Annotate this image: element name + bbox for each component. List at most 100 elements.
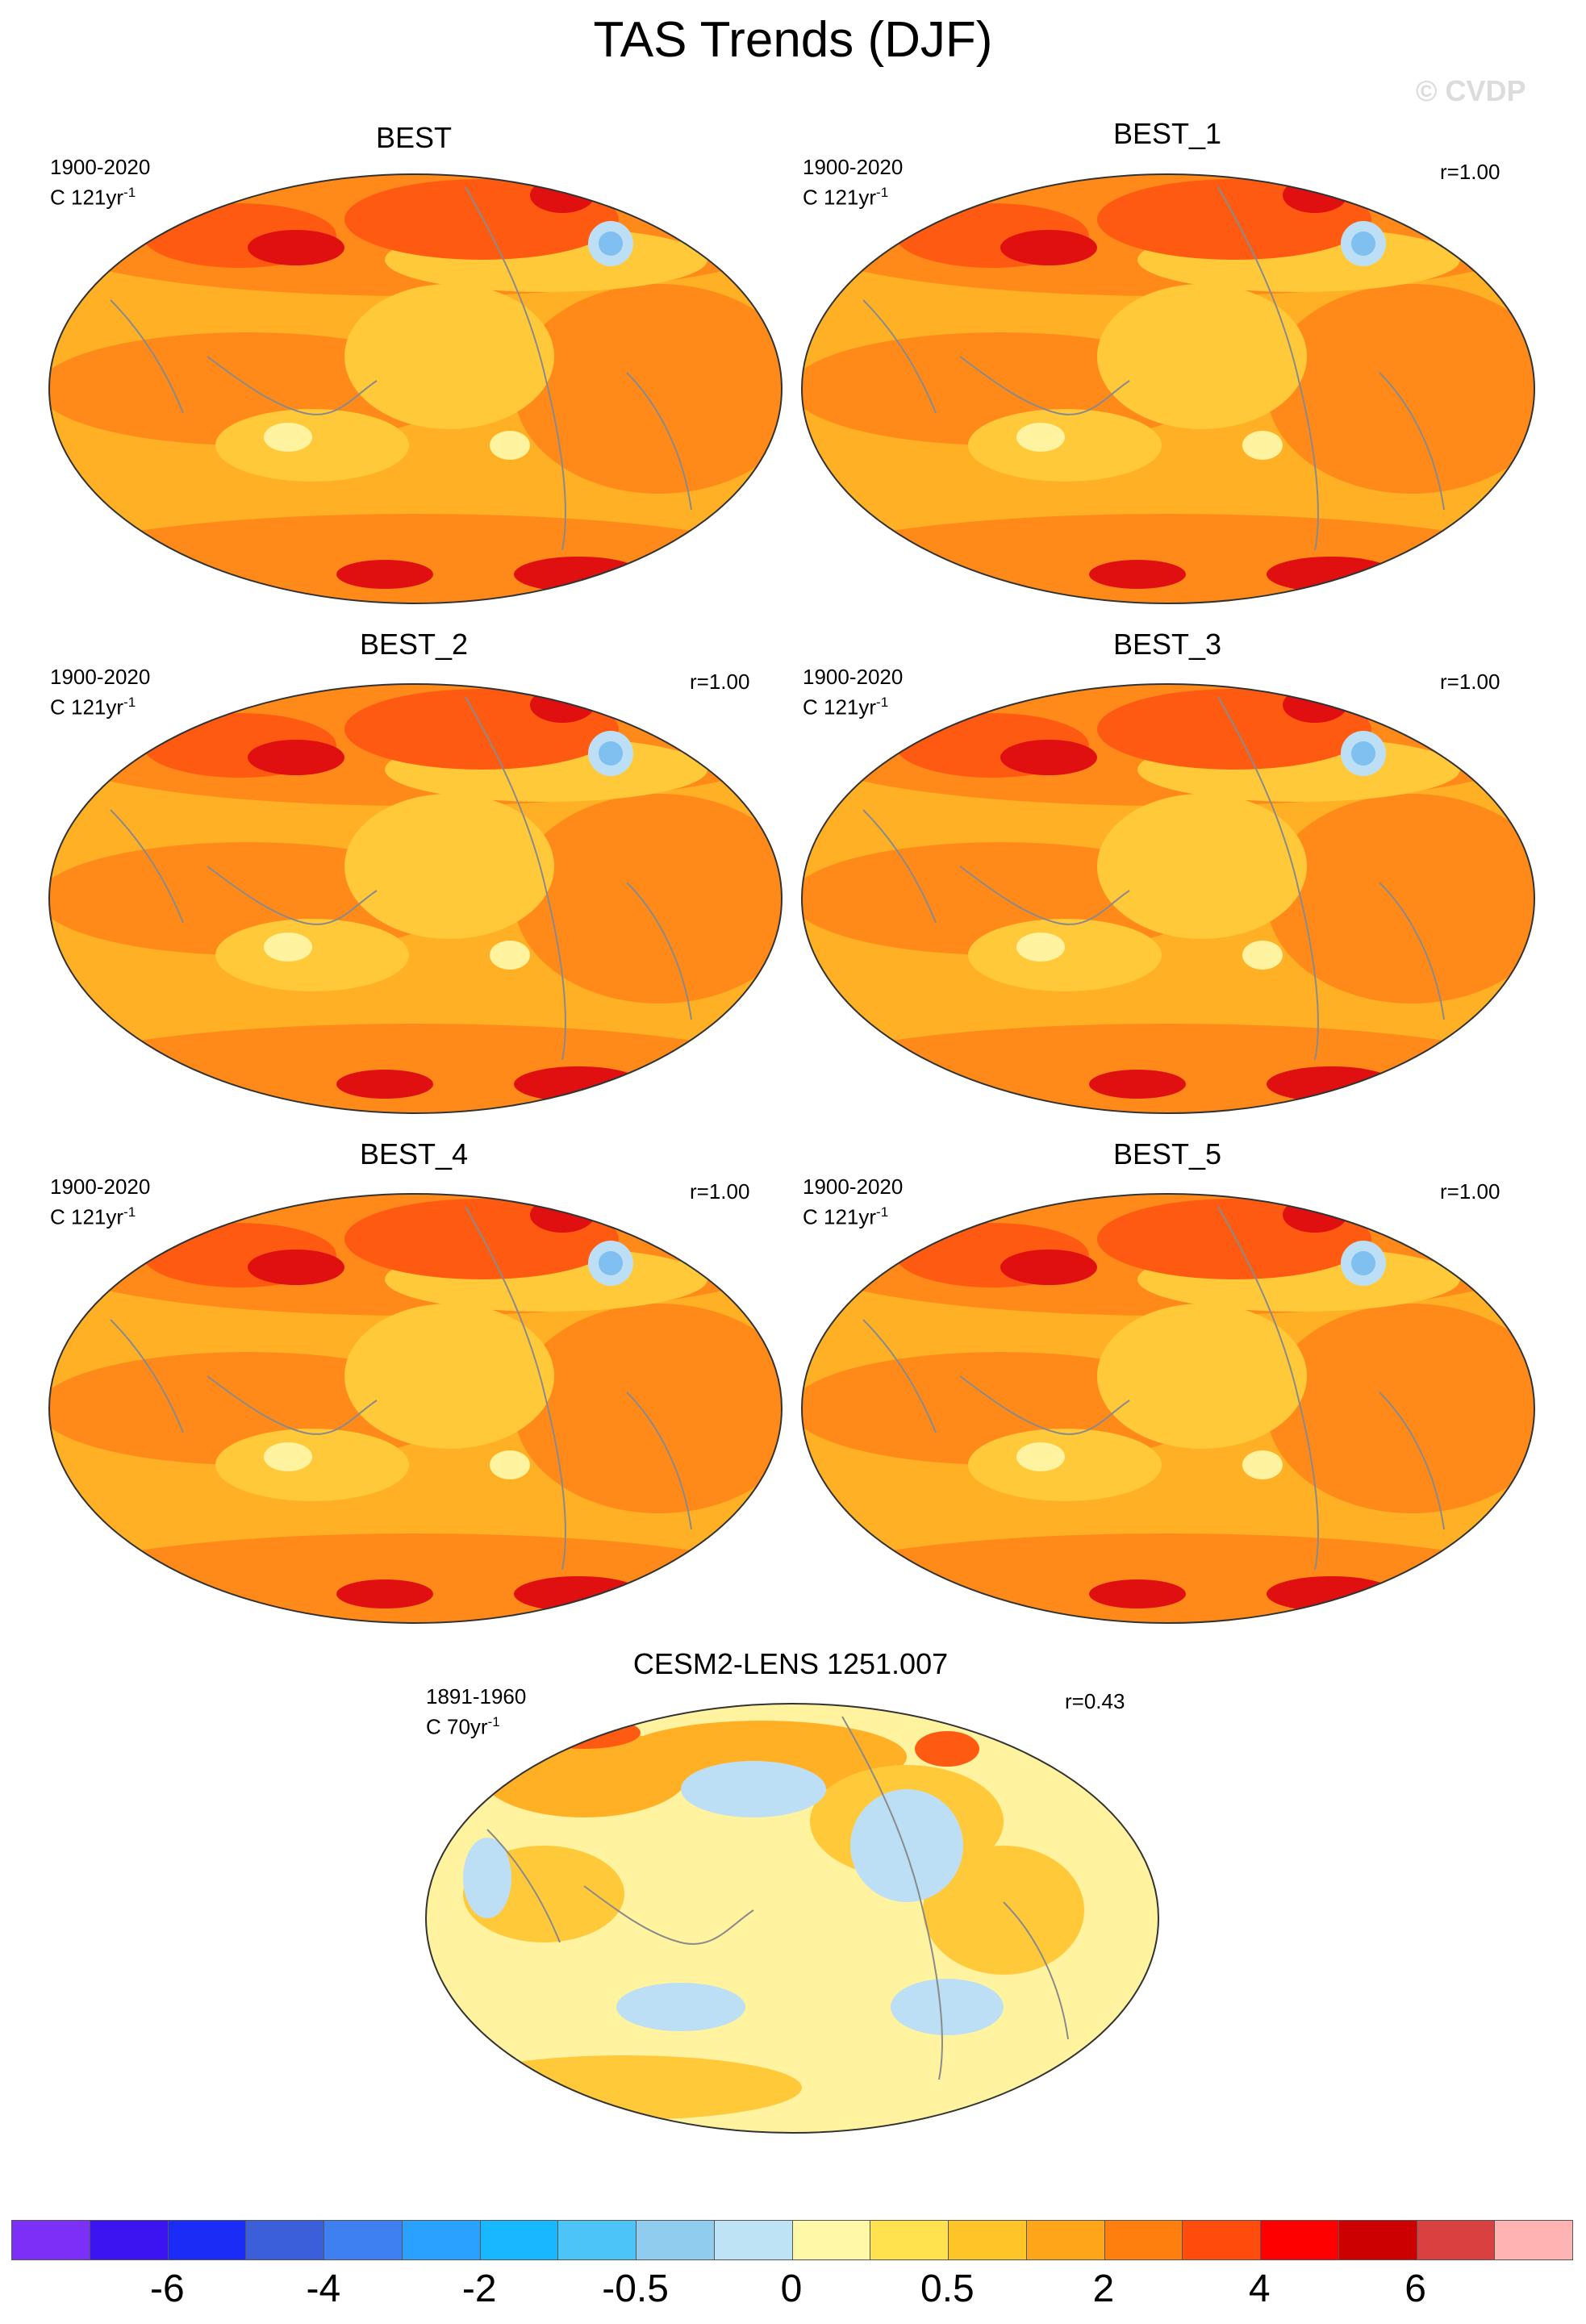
warm-region-east — [514, 284, 782, 494]
mild-region-tropical — [968, 1429, 1162, 1501]
map-outline — [48, 683, 783, 1114]
extreme-spot-arctic — [530, 687, 595, 723]
pale-spot — [264, 933, 312, 962]
coastline — [959, 356, 1130, 415]
mild-region-pacific — [344, 794, 554, 939]
period-label: 1900-2020 — [50, 155, 151, 179]
cold-spot-north-atlantic — [1351, 1251, 1375, 1275]
coastline — [1379, 372, 1445, 511]
panel-info-best: 1900-2020 C 121yr-1 — [50, 155, 150, 211]
colorbar-box — [480, 2221, 559, 2259]
cool-region-south-atlantic — [891, 1979, 1004, 2035]
mild-region-east — [923, 1846, 1084, 1975]
colorbar-box — [1261, 2221, 1339, 2259]
colorbar-tick-label: 0 — [780, 2268, 803, 2310]
coastline — [583, 1885, 754, 1945]
colorbar-tick-label: -2 — [461, 2268, 497, 2310]
panel-info-best-5: 1900-2020 C 121yr-1 — [803, 1175, 903, 1230]
mild-region-tropical — [215, 1429, 409, 1501]
extreme-spot — [1000, 740, 1097, 775]
coastline — [626, 372, 692, 511]
cold-spot-north-atlantic — [599, 741, 623, 766]
pale-spot — [490, 1450, 530, 1479]
coastline — [626, 1391, 692, 1530]
cold-spot-north-atlantic — [1351, 741, 1375, 766]
warm-region-arctic — [616, 1721, 907, 1793]
colorbar-box — [1104, 2221, 1183, 2259]
mild-region-pacific — [1097, 794, 1307, 939]
map-panel-best-3 — [801, 683, 1535, 1114]
coastline — [1217, 186, 1319, 551]
map-panel-best-2 — [48, 683, 783, 1114]
colorbar-box — [870, 2221, 949, 2259]
extreme-spot — [1000, 230, 1097, 265]
panel-title-best-4: BEST_4 — [359, 1137, 469, 1170]
extreme-spot-antarctic — [336, 560, 433, 589]
coastline — [207, 866, 378, 925]
cold-spot-north-atlantic — [599, 1251, 623, 1275]
coastline — [465, 1206, 566, 1571]
hot-region-siberia — [344, 689, 619, 770]
correlation-label-best-5: r=1.00 — [1440, 1179, 1500, 1204]
colorbar-box — [324, 2221, 403, 2259]
colorbar-box — [558, 2221, 636, 2259]
cold-spot-north-atlantic — [1351, 232, 1375, 256]
extreme-spot-antarctic-east — [1267, 557, 1396, 592]
coastline — [626, 882, 692, 1020]
coastline — [862, 299, 937, 414]
coastline — [207, 356, 378, 415]
map-panel-best-1 — [801, 173, 1535, 604]
map-panel-best-4 — [48, 1193, 783, 1624]
extreme-spot-antarctic-east — [514, 1066, 643, 1102]
colorbar-box — [1183, 2221, 1261, 2259]
hot-region-north — [528, 1717, 641, 1749]
colorbar-box — [1026, 2221, 1105, 2259]
colorbar — [11, 2220, 1573, 2260]
warm-region-east — [1267, 284, 1534, 494]
cvdp-watermark: © CVDP — [1416, 74, 1526, 107]
period-label: 1900-2020 — [803, 1175, 904, 1199]
mild-region-pacific — [344, 1304, 554, 1449]
units-label: C 121yr-1 — [803, 1204, 889, 1229]
extreme-spot-arctic — [530, 1197, 595, 1233]
colorbar-tick-label: -6 — [150, 2268, 185, 2310]
map-outline — [801, 683, 1535, 1114]
coastline — [110, 1319, 184, 1433]
hot-region-siberia — [344, 1199, 619, 1279]
pale-spot — [1016, 1442, 1065, 1471]
colorbar-box — [1417, 2221, 1496, 2259]
mild-band-south — [447, 2055, 802, 2120]
period-label: 1891-1960 — [426, 1684, 527, 1709]
panel-info-best-3: 1900-2020 C 121yr-1 — [803, 665, 903, 720]
panel-info-cesm2: 1891-1960 C 70yr-1 — [426, 1684, 526, 1740]
correlation-label-best-2: r=1.00 — [690, 670, 750, 694]
coastline — [862, 1319, 937, 1433]
mild-region-tropical — [215, 409, 409, 482]
colorbar-tick-label: 6 — [1404, 2268, 1426, 2310]
extreme-spot-antarctic — [1089, 560, 1186, 589]
hot-region-siberia — [344, 179, 619, 260]
extreme-spot-arctic — [1283, 177, 1347, 213]
extreme-spot-antarctic — [336, 1070, 433, 1099]
cold-spot-north-atlantic — [599, 232, 623, 256]
extreme-spot — [248, 740, 344, 775]
colorbar-box — [714, 2221, 793, 2259]
hot-region-northeast — [915, 1731, 979, 1767]
colorbar-tick-label: 2 — [1092, 2268, 1115, 2310]
coastline — [465, 696, 566, 1061]
units-label: C 121yr-1 — [50, 695, 136, 720]
warm-region-east — [514, 1304, 782, 1513]
warm-region-east — [1267, 794, 1534, 1003]
extreme-spot-arctic — [530, 177, 595, 213]
panel-info-best-4: 1900-2020 C 121yr-1 — [50, 1175, 150, 1230]
coastline — [1003, 1901, 1069, 2040]
period-label: 1900-2020 — [50, 1175, 151, 1199]
period-label: 1900-2020 — [803, 665, 904, 689]
colorbar-box — [792, 2221, 871, 2259]
panel-title-cesm2: CESM2-LENS 1251.007 — [632, 1647, 949, 1680]
map-outline — [48, 1193, 783, 1624]
units-label: C 121yr-1 — [50, 185, 136, 210]
extreme-spot-antarctic-east — [1267, 1576, 1396, 1612]
units-label: C 70yr-1 — [426, 1714, 500, 1739]
panel-info-best-1: 1900-2020 C 121yr-1 — [803, 155, 903, 211]
